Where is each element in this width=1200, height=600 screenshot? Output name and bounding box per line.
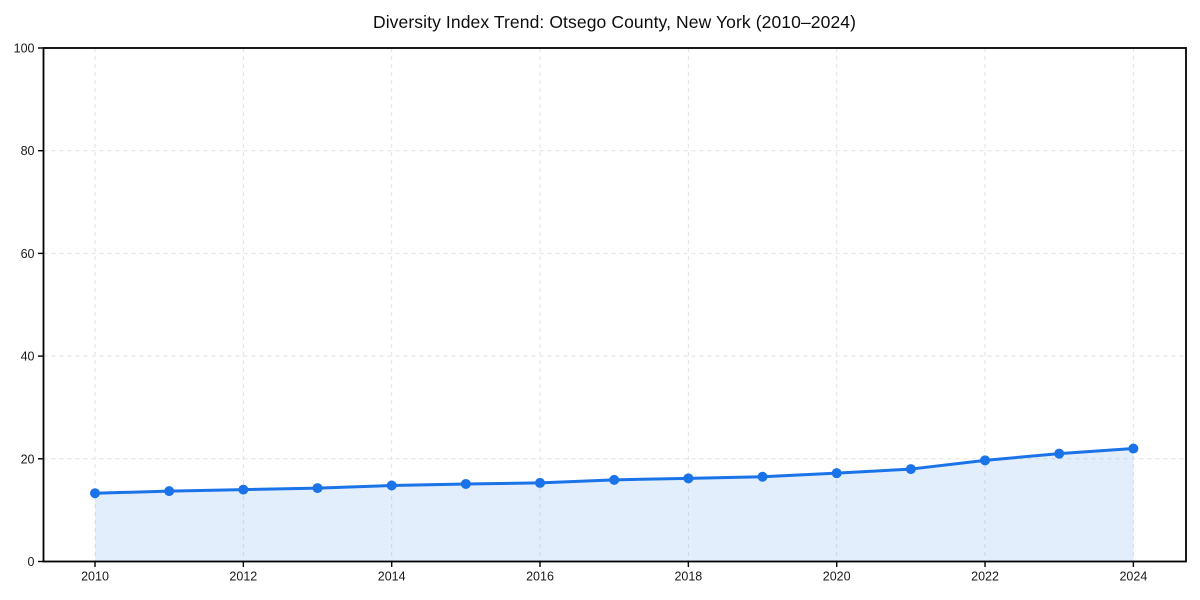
data-point: [757, 471, 768, 482]
data-point: [831, 468, 842, 479]
data-point: [1128, 443, 1139, 454]
data-point: [386, 480, 397, 491]
data-point: [164, 486, 175, 497]
y-tick-label: 40: [21, 350, 35, 364]
plot-border: [42, 47, 1187, 563]
data-point: [90, 488, 100, 499]
data-point: [609, 474, 620, 485]
chart-title: Diversity Index Trend: Otsego County, Ne…: [372, 12, 857, 32]
y-tick-label: 100: [14, 42, 35, 56]
x-tick-label: 2022: [971, 570, 999, 584]
data-point: [683, 473, 694, 484]
series-area-fill: [95, 448, 1134, 562]
x-tick-label: 2024: [1119, 570, 1147, 584]
x-tick-label: 2020: [823, 570, 851, 584]
data-point: [1054, 448, 1065, 459]
y-tick-label: 60: [21, 247, 35, 261]
data-point: [980, 455, 991, 466]
x-tick-label: 2016: [526, 570, 554, 584]
x-tick-label: 2010: [81, 570, 109, 584]
x-tick-label: 2014: [378, 570, 406, 584]
data-point: [312, 483, 323, 494]
data-point: [535, 477, 546, 488]
x-tick-label: 2012: [229, 570, 257, 584]
data-point: [238, 484, 249, 495]
y-tick-label: 20: [21, 452, 35, 466]
y-tick-label: 0: [28, 555, 35, 569]
y-tick-label: 80: [21, 144, 35, 158]
data-point: [460, 478, 471, 489]
data-point: [905, 464, 916, 475]
x-tick-label: 2018: [674, 570, 702, 584]
